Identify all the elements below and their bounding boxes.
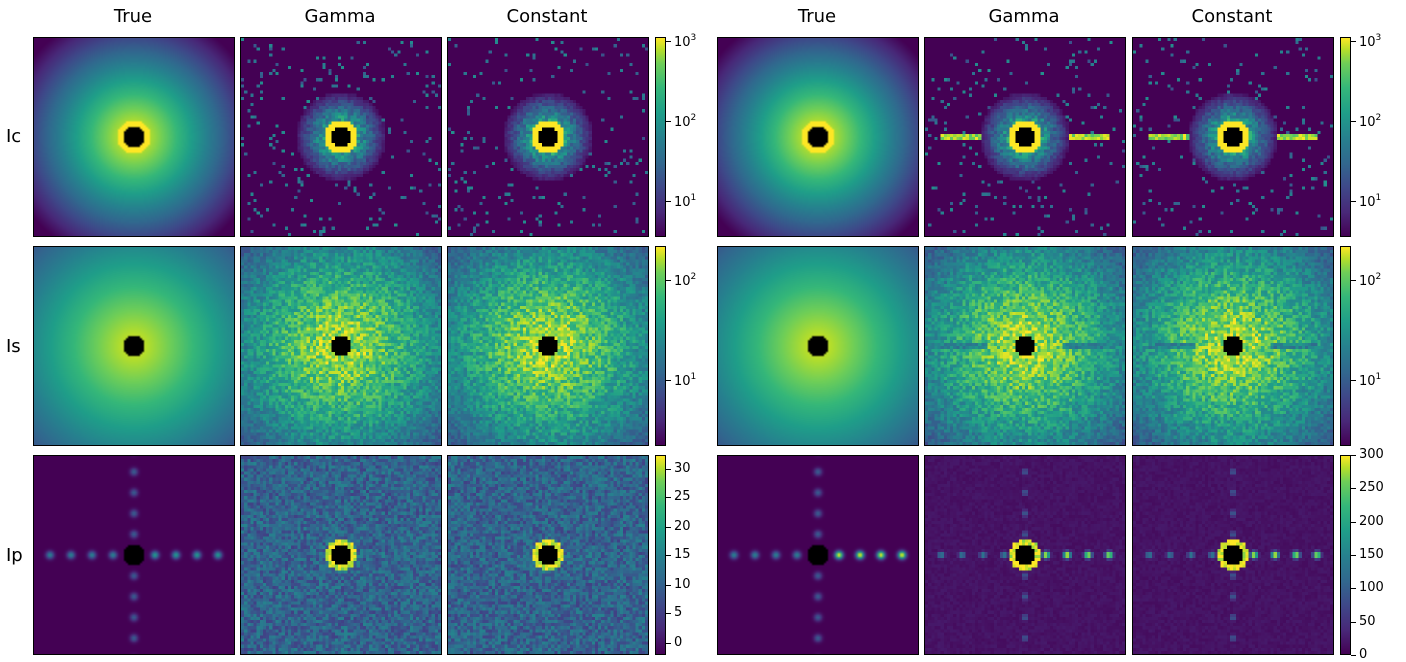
heatmap-image [925,38,1125,236]
colorbar-tick [1351,201,1356,202]
col-title-left-true: True [113,6,153,27]
colorbar-tick [1351,588,1356,590]
heatmap-image [925,247,1125,445]
colorbar-tick [1351,521,1356,523]
colorbar-tick [666,121,671,122]
colorbar-tick [666,555,671,556]
colorbar-tick-label: 30 [674,461,691,476]
colorbar-tick [666,643,671,644]
colorbar-tick-label: 102 [674,272,697,289]
heatmap-panel-left-ic-gamma [240,37,442,237]
col-title-left-gamma: Gamma [304,6,376,27]
heatmap-panel-left-ip-gamma [240,455,442,655]
col-title-left-constant: Constant [506,6,588,27]
heatmap-image [448,247,648,445]
heatmap-image [1133,247,1333,445]
colorbar-right-is [1340,246,1351,446]
colorbar-tick-label: 50 [1359,613,1376,629]
colorbar-tick [1351,41,1356,42]
colorbar-tick [1351,121,1356,122]
colorbar-tick-label: 0 [1359,647,1368,662]
heatmap-panel-left-ic-constant [447,37,649,237]
heatmap-panel-left-is-gamma [240,246,442,446]
colorbar-tick-label: 150 [1359,547,1384,562]
colorbar-tick-label: 103 [1359,33,1382,50]
heatmap-image [241,38,441,236]
heatmap-panel-right-is-gamma [924,246,1126,446]
col-title-right-true: True [797,6,837,27]
colorbar-tick [1351,555,1356,556]
colorbar-tick-label: 15 [674,547,691,562]
colorbar-tick [1351,280,1356,281]
heatmap-panel-right-ic-true [717,37,919,237]
colorbar-tick-label: 102 [674,113,697,130]
colorbar-tick-label: 10 [674,577,691,592]
heatmap-panel-left-ip-constant [447,455,649,655]
heatmap-image [448,456,648,654]
colorbar-tick-label: 101 [1359,193,1382,210]
heatmap-panel-right-ip-true [717,455,919,655]
heatmap-image [241,456,441,654]
colorbar-tick-label: 103 [674,33,697,50]
colorbar-tick [666,41,671,42]
colorbar-right-ip [1340,455,1351,655]
colorbar-tick [666,497,671,498]
colorbar-tick-label: 20 [674,519,691,534]
heatmap-image [718,247,918,445]
colorbar-tick-label: 101 [674,193,697,210]
heatmap-image [448,38,648,236]
colorbar-tick [1351,488,1356,490]
colorbar-right-ic [1340,37,1351,237]
heatmap-panel-right-ic-gamma [924,37,1126,237]
heatmap-panel-right-is-constant [1132,246,1334,446]
heatmap-image [1133,456,1333,654]
heatmap-panel-right-ip-gamma [924,455,1126,655]
colorbar-tick [666,613,671,614]
colorbar-tick [666,469,671,470]
heatmap-panel-left-is-constant [447,246,649,446]
colorbar-tick-label: 101 [674,372,697,389]
colorbar-tick-label: 250 [1359,480,1384,496]
col-title-right-gamma: Gamma [988,6,1060,27]
colorbar-tick [1351,380,1356,381]
colorbar-tick-label: 101 [1359,372,1382,389]
colorbar-left-ip [655,455,666,655]
heatmap-image [241,247,441,445]
colorbar-tick-label: 300 [1359,447,1384,462]
colorbar-left-ic [655,37,666,237]
heatmap-panel-left-is-true [33,246,235,446]
heatmap-image [34,38,234,236]
colorbar-tick-label: 0 [674,635,683,650]
colorbar-tick [666,280,671,281]
colorbar-tick [1351,455,1356,456]
colorbar-tick [666,527,671,528]
row-label-ip: Ip [6,545,23,566]
colorbar-tick [666,380,671,381]
heatmap-panel-left-ip-true [33,455,235,655]
heatmap-image [1133,38,1333,236]
colorbar-left-is [655,246,666,446]
heatmap-panel-left-ic-true [33,37,235,237]
heatmap-panel-right-ip-constant [1132,455,1334,655]
row-label-ic: Ic [6,126,22,147]
heatmap-panel-right-is-true [717,246,919,446]
row-label-is: Is [6,336,21,357]
colorbar-tick [1351,655,1356,656]
heatmap-image [925,456,1125,654]
colorbar-tick-label: 100 [1359,580,1384,596]
col-title-right-constant: Constant [1191,6,1273,27]
colorbar-tick [666,585,671,586]
heatmap-image [718,38,918,236]
colorbar-tick-label: 5 [674,605,683,620]
colorbar-tick-label: 102 [1359,272,1382,289]
heatmap-image [718,456,918,654]
colorbar-tick-label: 200 [1359,513,1384,529]
heatmap-panel-right-ic-constant [1132,37,1334,237]
heatmap-image [34,456,234,654]
colorbar-tick-label: 25 [674,489,691,504]
colorbar-tick-label: 102 [1359,113,1382,130]
colorbar-tick [666,201,671,202]
colorbar-tick [1351,621,1356,623]
heatmap-image [34,247,234,445]
